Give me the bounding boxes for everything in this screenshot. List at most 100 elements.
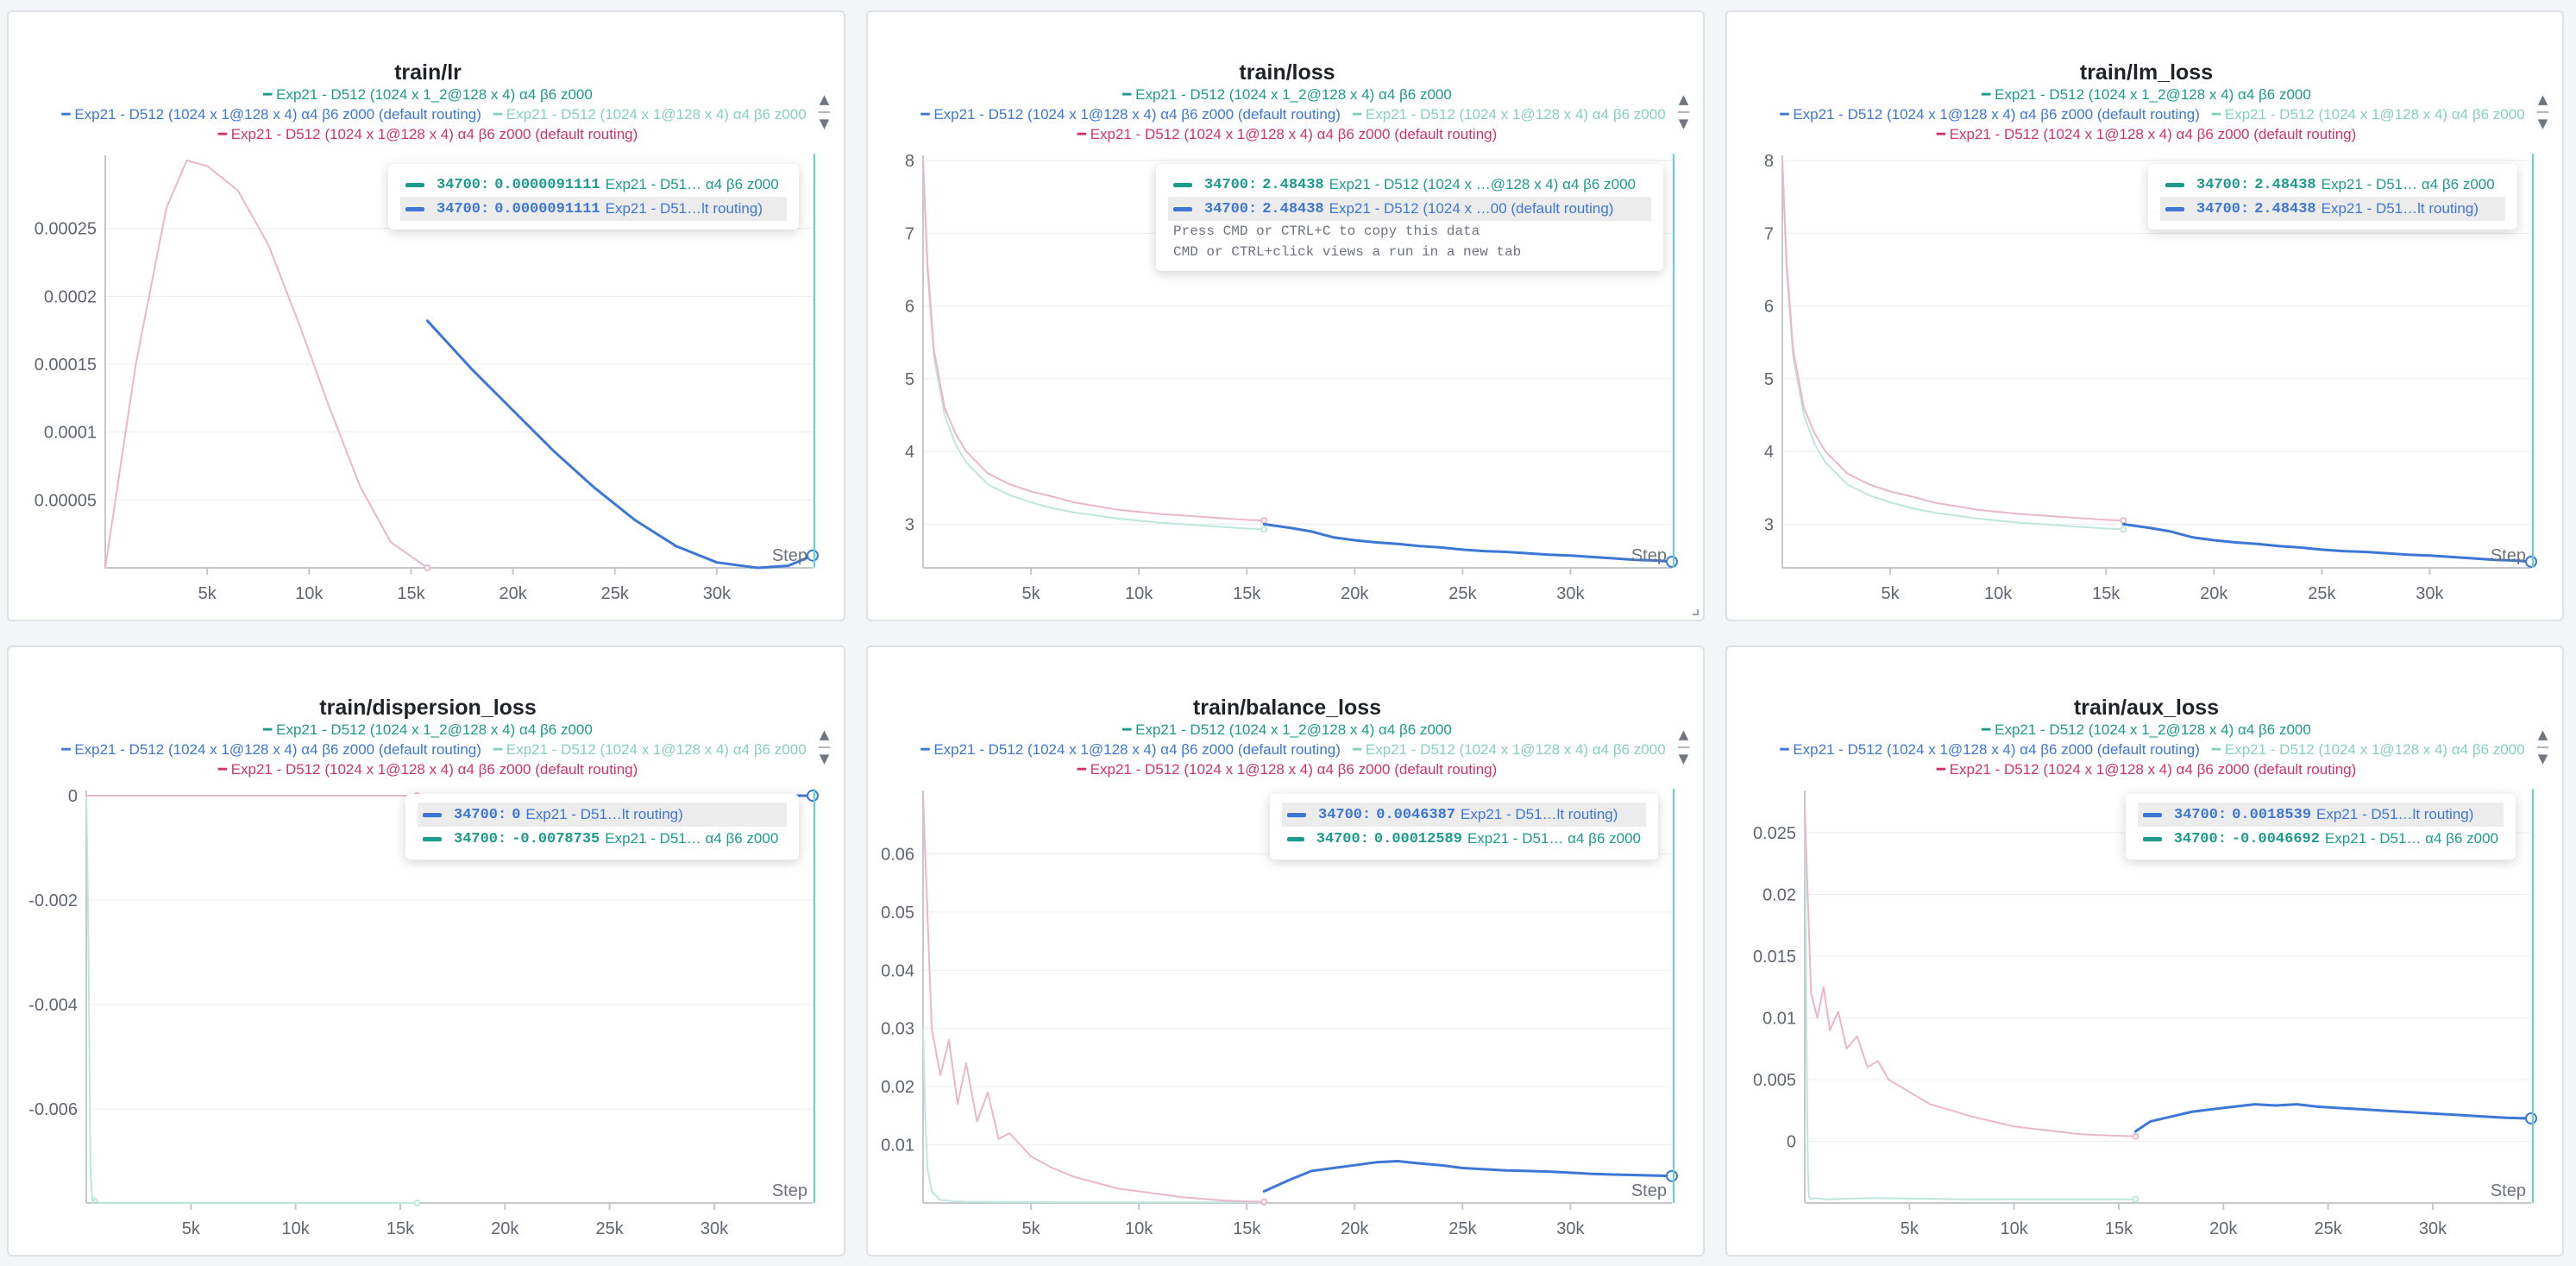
tooltip-value: 2.48438 — [1262, 200, 1324, 217]
caret-down-icon[interactable]: ▼ — [819, 116, 830, 131]
tooltip-row[interactable]: 34700: 2.48438 Exp21 - D512 (1024 x …@128 … — [1168, 173, 1651, 197]
y-tick-label: 0.0002 — [44, 287, 97, 306]
legend-item[interactable]: Exp21 - D512 (1024 x 1@128 x 4) α4 β6 z0… — [74, 106, 481, 123]
tooltip-row[interactable]: 34700: 2.48438 Exp21 - D51…lt routing) — [2160, 197, 2505, 221]
caret-down-icon[interactable]: ▼ — [819, 751, 830, 766]
legend-item[interactable]: Exp21 - D512 (1024 x 1_2@128 x 4) α4 β6 … — [276, 721, 593, 738]
legend-item[interactable]: Exp21 - D512 (1024 x 1@128 x 4) α4 β6 z0… — [1090, 126, 1498, 142]
chart-svg[interactable]: train/loss━ Exp21 - D512 (1024 x 1_2@128… — [868, 12, 1706, 623]
legend-item[interactable]: Exp21 - D512 (1024 x 1@128 x 4) α4 β6 z0… — [933, 106, 1341, 123]
series-end-point — [2132, 1132, 2139, 1140]
legend-item[interactable]: Exp21 - D512 (1024 x 1_2@128 x 4) α4 β6 … — [276, 86, 593, 103]
chart-title: train/lr — [394, 60, 462, 85]
series-line[interactable] — [104, 160, 429, 569]
legend-item[interactable]: Exp21 - D512 (1024 x 1_2@128 x 4) α4 β6 … — [1135, 721, 1452, 738]
legend-item[interactable]: Exp21 - D512 (1024 x 1@128 x 4) α4 β6 z0… — [231, 126, 638, 142]
legend-scroll[interactable]: ▲ — ▼ — [818, 728, 831, 765]
chart-svg[interactable]: train/aux_loss━ Exp21 - D512 (1024 x 1_2… — [1727, 647, 2566, 1258]
tooltip-row[interactable]: 34700: 0.0018539 Exp21 - D51…lt routing) — [2138, 803, 2504, 827]
tooltip-row[interactable]: 34700: -0.0046692 Exp21 - D51… α4 β6 z000 — [2138, 827, 2504, 851]
caret-up-icon[interactable]: ▲ — [1678, 91, 1689, 107]
legend-item[interactable]: Exp21 - D512 (1024 x 1@128 x 4) α4 β6 z0… — [506, 741, 807, 758]
tooltip-row[interactable]: 34700: 2.48438 Exp21 - D51… α4 β6 z000 — [2160, 173, 2505, 197]
tooltip-step: 34700: — [2196, 200, 2250, 217]
resize-corner-icon[interactable] — [1693, 609, 1699, 615]
legend-item[interactable]: Exp21 - D512 (1024 x 1@128 x 4) α4 β6 z0… — [506, 106, 807, 123]
legend-item[interactable]: Exp21 - D512 (1024 x 1_2@128 x 4) α4 β6 … — [1135, 86, 1452, 103]
tooltip-row[interactable]: 34700: 0.0000091111 Exp21 - D51…lt routing… — [400, 197, 787, 221]
legend-item[interactable]: Exp21 - D512 (1024 x 1@128 x 4) α4 β6 z0… — [1950, 126, 2357, 142]
series-line[interactable] — [922, 1027, 1266, 1204]
legend-swatch: ━ — [920, 741, 933, 758]
series-line[interactable] — [1262, 522, 1674, 564]
legend-item[interactable]: Exp21 - D512 (1024 x 1_2@128 x 4) α4 β6 … — [1995, 86, 2311, 103]
series-line[interactable] — [922, 160, 1266, 522]
legend-scroll[interactable]: ▲ — ▼ — [2536, 91, 2549, 131]
chart-panel-train-loss[interactable]: train/loss ━ Exp21 - D512 (1024 x 1_2@128… — [866, 10, 1705, 621]
chart-panel-train-aux-loss[interactable]: train/aux_loss ━ Exp21 - D512 (1024 x 1_2… — [1725, 646, 2564, 1257]
legend-item[interactable]: Exp21 - D512 (1024 x 1@128 x 4) α4 β6 z0… — [231, 761, 638, 778]
series-line[interactable] — [85, 795, 418, 1204]
series-line[interactable] — [1262, 1160, 1674, 1193]
separator: — — [818, 104, 831, 119]
legend-item[interactable]: Exp21 - D512 (1024 x 1@128 x 4) α4 β6 z0… — [1366, 741, 1666, 758]
series-line[interactable] — [922, 160, 1266, 531]
x-tick-label: 20k — [491, 1219, 519, 1238]
chart-panel-train-lm-loss[interactable]: train/lm_loss ━ Exp21 - D512 (1024 x 1_2@… — [1725, 10, 2564, 621]
tooltip-run-name: Exp21 - D51… α4 β6 z000 — [2321, 176, 2495, 192]
tooltip-row[interactable]: 34700: 0.0000091111 Exp21 - D51… α4 β6 z00… — [400, 173, 787, 197]
caret-down-icon[interactable]: ▼ — [1678, 116, 1689, 131]
legend-swatch: ━ — [1936, 761, 1950, 778]
chart-svg[interactable]: train/lm_loss━ Exp21 - D512 (1024 x 1_2@… — [1727, 12, 2566, 623]
chart-svg[interactable]: train/balance_loss━ Exp21 - D512 (1024 x… — [868, 647, 1706, 1258]
series-line[interactable] — [2133, 1103, 2533, 1133]
y-tick-label: 3 — [905, 515, 914, 534]
legend-swatch: ━ — [493, 741, 506, 758]
caret-up-icon[interactable]: ▲ — [2537, 727, 2548, 742]
tooltip-row[interactable]: 34700: 0.0046387 Exp21 - D51…lt routing) — [1282, 803, 1646, 827]
legend-item[interactable]: Exp21 - D512 (1024 x 1@128 x 4) α4 β6 z0… — [1090, 761, 1498, 778]
hover-tooltip: 34700: 2.48438 Exp21 - D512 (1024 x …@128 … — [1156, 164, 1663, 271]
caret-down-icon[interactable]: ▼ — [1678, 751, 1689, 766]
tooltip-row[interactable]: 34700: 0.00012589 Exp21 - D51… α4 β6 z000 — [1282, 827, 1646, 851]
chart-panel-train-lr[interactable]: train/lr ━ Exp21 - D512 (1024 x 1_2@128 x… — [7, 10, 845, 621]
legend-scroll[interactable]: ▲ — ▼ — [818, 91, 831, 131]
chart-panel-train-dispersion-loss[interactable]: train/dispersion_loss ━ Exp21 - D512 (102… — [7, 646, 845, 1257]
legend-item[interactable]: Exp21 - D512 (1024 x 1@128 x 4) α4 β6 z0… — [74, 741, 481, 758]
series-line[interactable] — [425, 319, 814, 570]
series-line[interactable] — [1804, 807, 2137, 1200]
legend-scroll[interactable]: ▲ — ▼ — [1677, 728, 1690, 765]
chart-svg[interactable]: train/dispersion_loss━ Exp21 - D512 (102… — [9, 647, 847, 1258]
chart-panel-train-balance-loss[interactable]: train/balance_loss ━ Exp21 - D512 (1024 x… — [866, 646, 1705, 1257]
caret-up-icon[interactable]: ▲ — [819, 91, 830, 107]
tooltip-row[interactable]: 34700: -0.0078735 Exp21 - D51… α4 β6 z000 — [418, 827, 787, 851]
tooltip-row[interactable]: 34700: 0 Exp21 - D51…lt routing) — [418, 803, 787, 827]
series-line[interactable] — [1804, 807, 2137, 1137]
x-tick-label: 15k — [1233, 584, 1261, 603]
legend-item[interactable]: Exp21 - D512 (1024 x 1_2@128 x 4) α4 β6 … — [1995, 721, 2311, 738]
caret-up-icon[interactable]: ▲ — [819, 727, 830, 742]
chart-svg[interactable]: train/lr━ Exp21 - D512 (1024 x 1_2@128 x… — [9, 12, 847, 623]
caret-up-icon[interactable]: ▲ — [1678, 727, 1689, 742]
series-line[interactable] — [2121, 522, 2533, 564]
caret-up-icon[interactable]: ▲ — [2537, 91, 2548, 107]
legend-scroll[interactable]: ▲ — ▼ — [1677, 91, 1690, 131]
tooltip-value: 0.0018539 — [2232, 806, 2312, 823]
y-tick-label: 8 — [1764, 152, 1774, 171]
legend-item[interactable]: Exp21 - D512 (1024 x 1@128 x 4) α4 β6 z0… — [1793, 106, 2200, 123]
tooltip-row[interactable]: 34700: 2.48438 Exp21 - D512 (1024 x …00 (d… — [1168, 197, 1651, 221]
series-line[interactable] — [1781, 160, 2125, 531]
legend-item[interactable]: Exp21 - D512 (1024 x 1@128 x 4) α4 β6 z0… — [1793, 741, 2200, 758]
legend-item[interactable]: Exp21 - D512 (1024 x 1@128 x 4) α4 β6 z0… — [1950, 761, 2357, 778]
svg-text:━ Exp21 - D512 (1024 x 1@128 x: ━ Exp21 - D512 (1024 x 1@128 x 4) α4 β6 … — [1936, 126, 2357, 142]
legend-scroll[interactable]: ▲ — ▼ — [2536, 728, 2549, 765]
legend-item[interactable]: Exp21 - D512 (1024 x 1@128 x 4) α4 β6 z0… — [2225, 741, 2525, 758]
series-line[interactable] — [1781, 160, 2125, 522]
caret-down-icon[interactable]: ▼ — [2537, 116, 2548, 131]
legend-item[interactable]: Exp21 - D512 (1024 x 1@128 x 4) α4 β6 z0… — [2225, 106, 2525, 123]
legend-item[interactable]: Exp21 - D512 (1024 x 1@128 x 4) α4 β6 z0… — [1366, 106, 1666, 123]
caret-down-icon[interactable]: ▼ — [2537, 751, 2548, 766]
series-line[interactable] — [922, 795, 1266, 1203]
tooltip-run-name: Exp21 - D51…lt routing) — [2316, 806, 2474, 822]
legend-item[interactable]: Exp21 - D512 (1024 x 1@128 x 4) α4 β6 z0… — [933, 741, 1341, 758]
